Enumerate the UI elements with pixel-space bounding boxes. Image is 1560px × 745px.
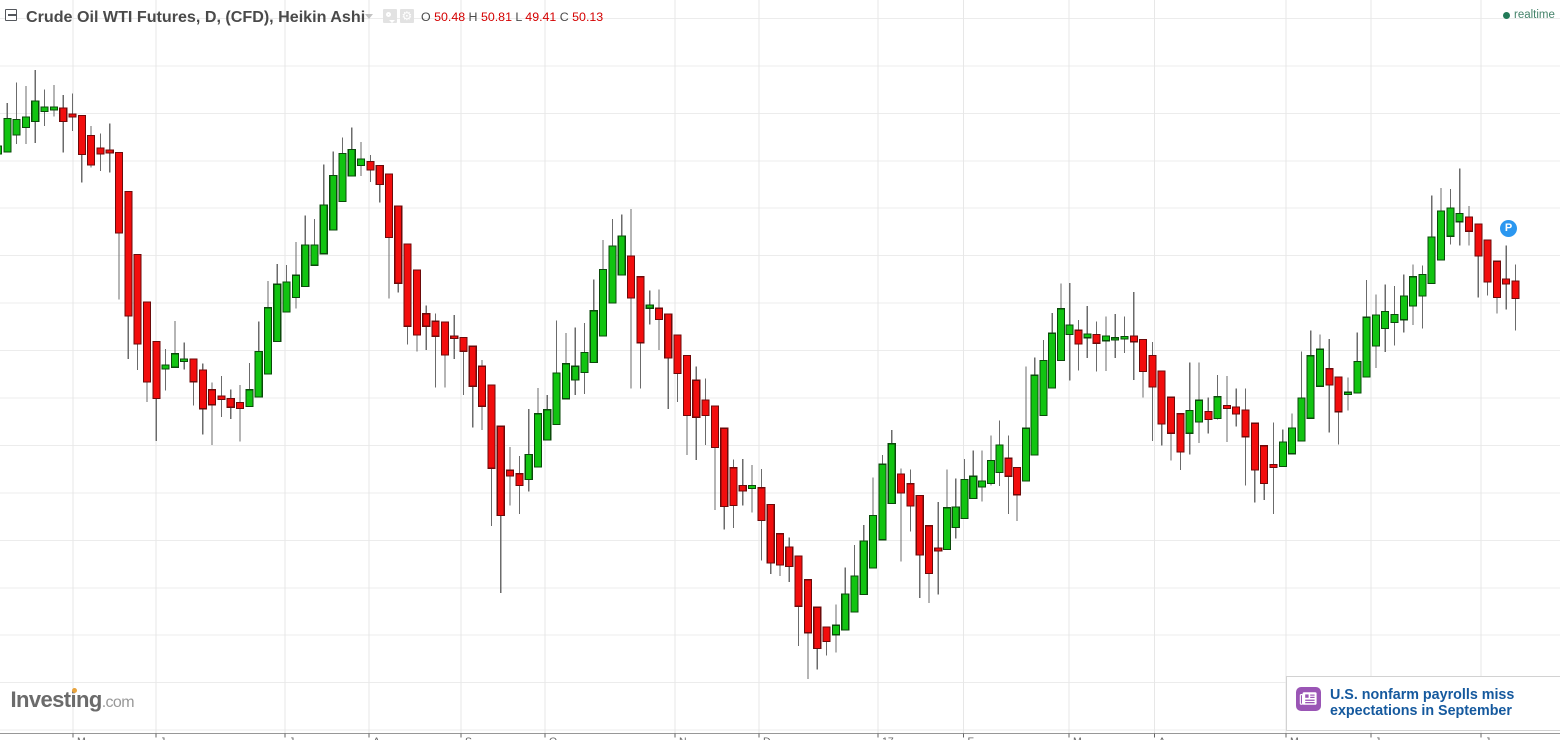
svg-text:F: F <box>968 736 974 741</box>
svg-text:M: M <box>1073 736 1082 741</box>
svg-text:M: M <box>77 736 86 741</box>
svg-text:M: M <box>1290 736 1299 741</box>
svg-text:J: J <box>1375 736 1380 741</box>
svg-text:A: A <box>1159 736 1166 741</box>
svg-text:J: J <box>289 736 294 741</box>
svg-text:N: N <box>679 736 687 741</box>
svg-text:S: S <box>465 736 472 741</box>
svg-text:J: J <box>160 736 165 741</box>
svg-text:O: O <box>549 736 557 741</box>
svg-text:D: D <box>763 736 771 741</box>
svg-text:A: A <box>373 736 380 741</box>
svg-text:J: J <box>1485 736 1490 741</box>
svg-text:17: 17 <box>882 736 894 741</box>
